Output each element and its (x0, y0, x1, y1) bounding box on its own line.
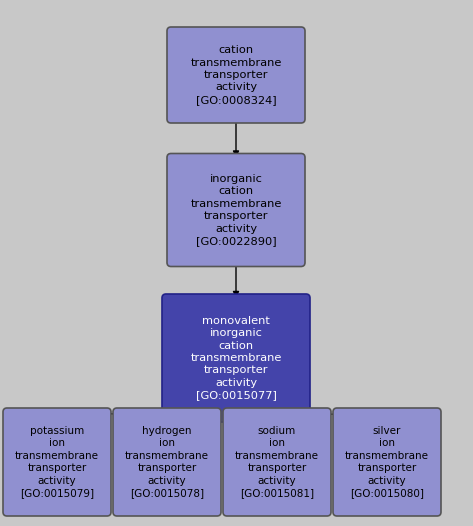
Text: cation
transmembrane
transporter
activity
[GO:0008324]: cation transmembrane transporter activit… (190, 45, 282, 105)
FancyBboxPatch shape (167, 154, 305, 267)
Text: potassium
ion
transmembrane
transporter
activity
[GO:0015079]: potassium ion transmembrane transporter … (15, 426, 99, 498)
FancyBboxPatch shape (223, 408, 331, 516)
Text: monovalent
inorganic
cation
transmembrane
transporter
activity
[GO:0015077]: monovalent inorganic cation transmembran… (190, 316, 282, 400)
FancyBboxPatch shape (113, 408, 221, 516)
Text: hydrogen
ion
transmembrane
transporter
activity
[GO:0015078]: hydrogen ion transmembrane transporter a… (125, 426, 209, 498)
FancyBboxPatch shape (162, 294, 310, 422)
FancyBboxPatch shape (167, 27, 305, 123)
Text: sodium
ion
transmembrane
transporter
activity
[GO:0015081]: sodium ion transmembrane transporter act… (235, 426, 319, 498)
Text: inorganic
cation
transmembrane
transporter
activity
[GO:0022890]: inorganic cation transmembrane transport… (190, 174, 282, 246)
FancyBboxPatch shape (3, 408, 111, 516)
Text: silver
ion
transmembrane
transporter
activity
[GO:0015080]: silver ion transmembrane transporter act… (345, 426, 429, 498)
FancyBboxPatch shape (333, 408, 441, 516)
